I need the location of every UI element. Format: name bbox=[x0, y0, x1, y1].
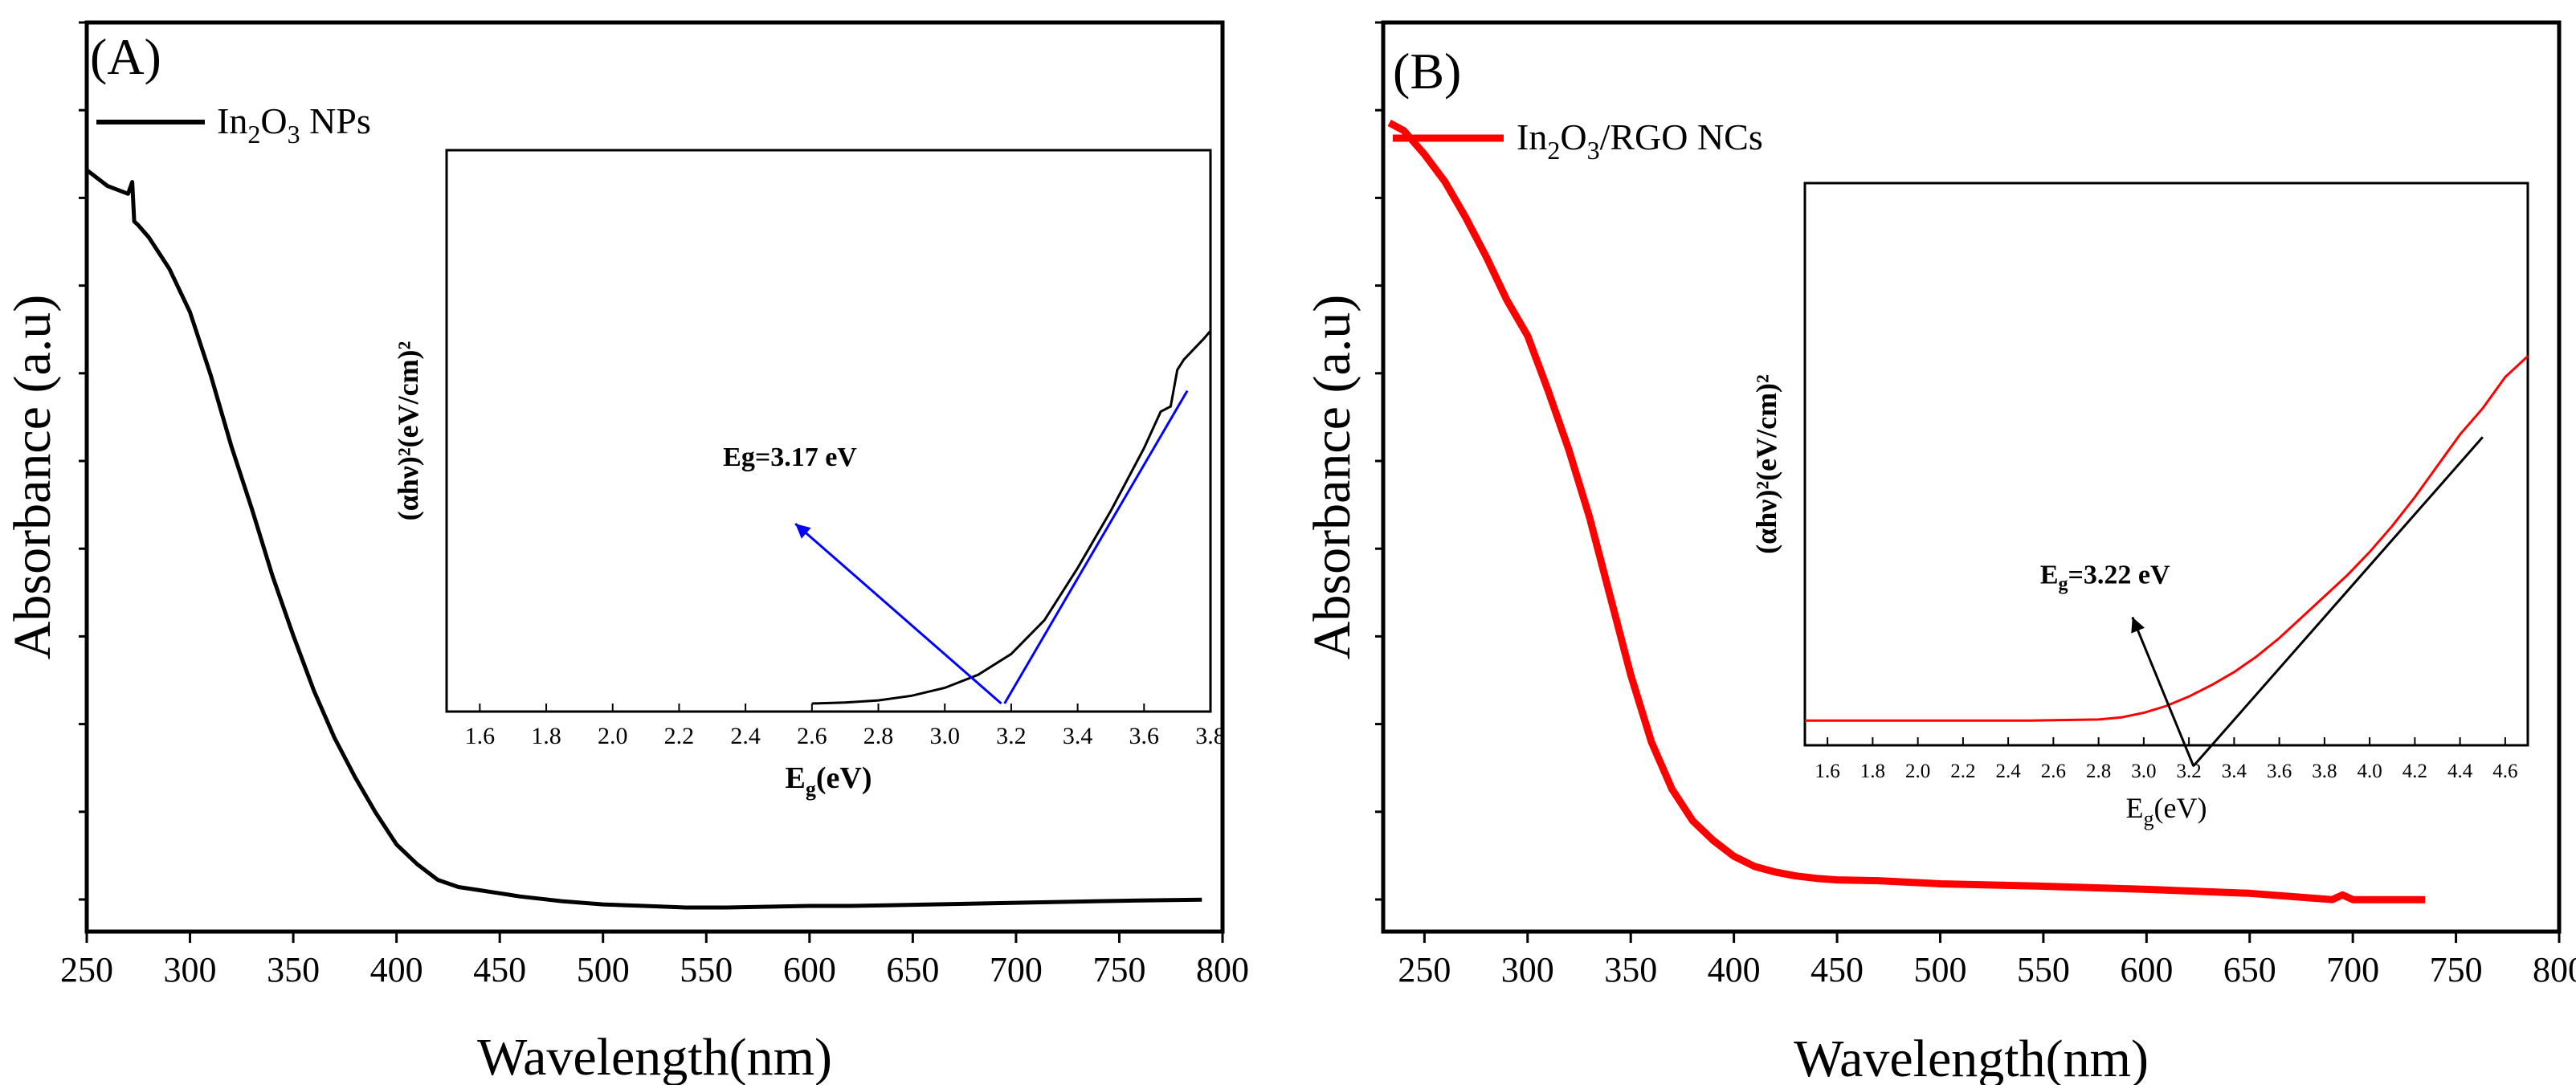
chart-panel-a: 250 300 350 400 450 500 550 600 650 700 750 800 Wave… bbox=[3, 20, 1249, 1085]
x-axis-label: Wavelength(nm) bbox=[1794, 1030, 2149, 1085]
inset-annotation: Eg=3.17 eV bbox=[723, 443, 857, 472]
x-tick-label: 800 bbox=[2533, 950, 2576, 989]
inset-frame bbox=[445, 149, 1212, 713]
inset-tangent-line bbox=[1003, 390, 1189, 704]
x-tick-label: 500 bbox=[577, 950, 630, 989]
y-axis-label: Absorbance (a.u) bbox=[3, 295, 62, 659]
inset-x-axis-label: Eg(eV) bbox=[2126, 792, 2207, 830]
x-tick-label: 750 bbox=[2430, 950, 2483, 989]
inset-curve bbox=[1805, 355, 2528, 722]
inset-arrow-line bbox=[2131, 616, 2195, 767]
panel-label: (A) bbox=[90, 28, 161, 85]
x-tick-label: 400 bbox=[1708, 950, 1761, 989]
inset-x-tick-label: 2.2 bbox=[1950, 761, 1975, 782]
inset-x-tick-label: 2.6 bbox=[797, 723, 827, 749]
inset-x-tick-label: 1.6 bbox=[1815, 761, 1840, 782]
x-tick-label: 250 bbox=[1398, 950, 1451, 989]
legend-label: In2O3/RGO NCs bbox=[1517, 116, 1763, 165]
x-tick-label: 550 bbox=[2017, 950, 2070, 989]
inset-curve bbox=[811, 330, 1210, 705]
x-tick-label: 600 bbox=[783, 950, 836, 989]
inset-x-tick-label: 2.4 bbox=[1996, 761, 2022, 782]
inset-x-tick-label: 2.8 bbox=[863, 723, 894, 749]
inset-x-tick-label: 4.2 bbox=[2402, 761, 2427, 782]
plot-frame bbox=[1381, 20, 2562, 934]
x-axis-label: Wavelength(nm) bbox=[477, 1028, 832, 1085]
inset-annotation: Eg=3.22 eV bbox=[2040, 561, 2170, 595]
inset-x-tick-label: 2.0 bbox=[598, 723, 628, 749]
inset-x-tick-label: 4.6 bbox=[2492, 761, 2517, 782]
inset-x-tick-label: 3.0 bbox=[929, 723, 960, 749]
inset-tangent-line bbox=[2192, 436, 2484, 767]
inset-arrow-head bbox=[795, 524, 811, 539]
inset-x-tick-label: 1.6 bbox=[465, 723, 496, 749]
x-tick-label: 450 bbox=[1811, 950, 1864, 989]
x-tick-label: 550 bbox=[680, 950, 733, 989]
inset-x-tick-label: 3.8 bbox=[2312, 761, 2337, 782]
x-tick-label: 700 bbox=[990, 950, 1043, 989]
inset-x-tick-label: 2.8 bbox=[2086, 761, 2111, 782]
inset-y-axis-label: (αhν)²(eV/cm)² bbox=[1750, 374, 1782, 554]
x-tick-label: 400 bbox=[370, 950, 423, 989]
x-tick-label: 700 bbox=[2326, 950, 2379, 989]
x-tick-label: 450 bbox=[473, 950, 526, 989]
x-tick-label: 600 bbox=[2120, 950, 2173, 989]
inset-x-tick-label: 3.4 bbox=[1063, 723, 1093, 749]
inset-plot: 1.6 1.8 2.0 2.2 2.4 2.6 2.8 3.0 3.2 3.4 3.6 3.8 4.0 4… bbox=[1750, 182, 2529, 830]
inset-x-tick-label: 4.4 bbox=[2447, 761, 2473, 782]
plot-frame bbox=[84, 20, 1225, 934]
inset-x-tick-label: 3.8 bbox=[1195, 723, 1226, 749]
chart-panel-b: 250 300 350 400 450 500 550 600 650 700 750 800 Wave… bbox=[1303, 20, 2576, 1085]
inset-x-tick-label: 4.0 bbox=[2358, 761, 2382, 782]
panel-label: (B) bbox=[1393, 43, 1461, 100]
x-tick-label: 750 bbox=[1092, 950, 1145, 989]
x-tick-label: 350 bbox=[1604, 950, 1657, 989]
inset-plot: 1.6 1.8 2.0 2.2 2.4 2.6 2.8 3.0 3.2 3.4 3.6 3.8 Eg=3… bbox=[392, 149, 1226, 801]
inset-arrow-line bbox=[794, 522, 1002, 705]
legend-label: In2O3 NPs bbox=[217, 100, 371, 149]
y-axis-label: Absorbance (a.u) bbox=[1303, 295, 1361, 659]
inset-x-tick-label: 1.8 bbox=[531, 723, 561, 749]
inset-x-axis-label: Eg(eV) bbox=[786, 761, 872, 801]
inset-x-tick-label: 3.6 bbox=[1129, 723, 1160, 749]
inset-frame bbox=[1803, 182, 2529, 747]
inset-x-tick-label: 3.6 bbox=[2267, 761, 2292, 782]
inset-x-tick-label: 2.6 bbox=[2041, 761, 2066, 782]
inset-x-tick-label: 3.4 bbox=[2222, 761, 2247, 782]
inset-y-axis-label: (αhν)²(eV/cm)² bbox=[392, 341, 424, 521]
inset-x-tick-label: 3.2 bbox=[996, 723, 1027, 749]
inset-x-tick-label: 2.4 bbox=[730, 723, 761, 749]
x-tick-label: 500 bbox=[1913, 950, 1966, 989]
x-tick-label: 650 bbox=[2223, 950, 2276, 989]
x-tick-label: 350 bbox=[267, 950, 320, 989]
x-tick-label: 250 bbox=[60, 950, 113, 989]
inset-x-tick-label: 3.2 bbox=[2177, 761, 2202, 782]
x-tick-label: 650 bbox=[886, 950, 939, 989]
inset-x-tick-label: 2.0 bbox=[1905, 761, 1930, 782]
inset-arrow-head bbox=[2131, 617, 2145, 634]
inset-x-tick-label: 3.0 bbox=[2131, 761, 2156, 782]
x-tick-label: 300 bbox=[164, 950, 217, 989]
x-tick-label: 800 bbox=[1196, 950, 1249, 989]
inset-x-tick-label: 2.2 bbox=[664, 723, 695, 749]
series-line bbox=[85, 168, 1202, 910]
series-line bbox=[1387, 119, 2426, 903]
x-tick-label: 300 bbox=[1501, 950, 1554, 989]
inset-x-tick-label: 1.8 bbox=[1860, 761, 1885, 782]
